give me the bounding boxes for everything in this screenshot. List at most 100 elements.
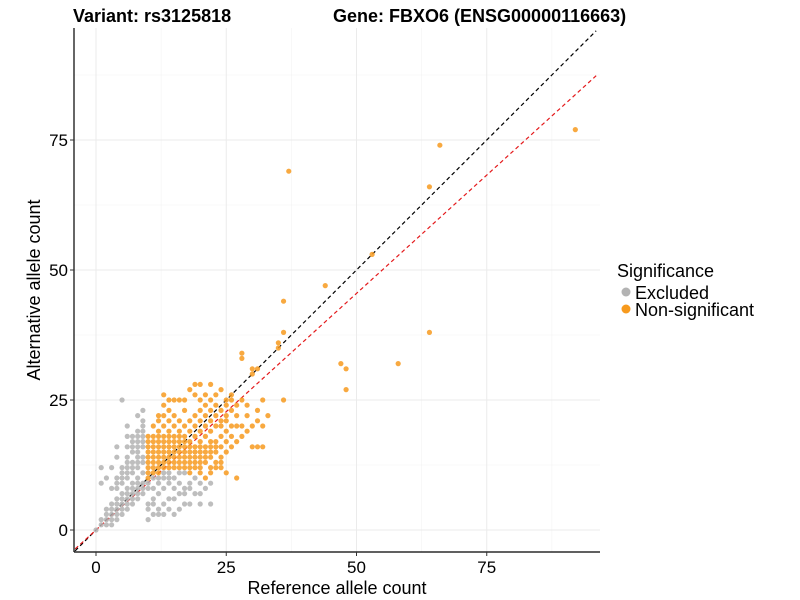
point-excluded (135, 428, 141, 434)
point-non-significant (202, 402, 209, 408)
point-excluded (155, 491, 162, 497)
point-non-significant (181, 407, 188, 413)
point-excluded (197, 491, 203, 497)
point-excluded (135, 433, 141, 439)
point-excluded (114, 511, 120, 517)
point-non-significant (260, 423, 266, 429)
point-non-significant (161, 449, 167, 455)
point-non-significant (166, 465, 172, 471)
point-non-significant (187, 470, 193, 476)
point-excluded (119, 470, 125, 476)
point-excluded (124, 485, 130, 491)
point-non-significant (228, 444, 235, 450)
point-non-significant (239, 433, 245, 439)
point-non-significant (187, 459, 193, 465)
point-non-significant (234, 402, 240, 408)
point-non-significant (208, 397, 214, 403)
point-non-significant (155, 418, 162, 424)
point-non-significant (244, 413, 250, 419)
point-excluded (124, 470, 130, 476)
point-non-significant (249, 371, 255, 377)
point-excluded (140, 480, 146, 486)
point-non-significant (343, 387, 349, 393)
point-non-significant (343, 366, 349, 372)
point-excluded (187, 480, 193, 486)
point-non-significant (197, 439, 203, 445)
point-excluded (140, 454, 146, 460)
point-non-significant (192, 413, 198, 419)
point-excluded (135, 449, 141, 455)
point-non-significant (161, 439, 167, 445)
point-non-significant (202, 449, 209, 455)
point-non-significant (208, 470, 214, 476)
x-tick-label: 0 (91, 558, 100, 577)
point-excluded (129, 501, 136, 507)
point-non-significant (197, 444, 203, 450)
point-non-significant (145, 475, 151, 481)
point-non-significant (223, 402, 229, 408)
point-non-significant (208, 381, 214, 387)
point-excluded (114, 454, 120, 460)
point-excluded (166, 470, 172, 476)
point-non-significant (150, 454, 156, 460)
point-non-significant (171, 397, 177, 403)
point-excluded (124, 444, 130, 450)
legend-label-non-significant: Non-significant (635, 300, 754, 320)
point-non-significant (150, 470, 156, 476)
point-non-significant (208, 454, 214, 460)
point-non-significant (213, 392, 219, 398)
point-non-significant (176, 449, 182, 455)
point-excluded (145, 485, 151, 491)
point-excluded (98, 480, 104, 486)
point-excluded (140, 491, 146, 497)
point-non-significant (234, 475, 240, 481)
point-non-significant (181, 444, 188, 450)
point-non-significant (187, 428, 193, 434)
point-excluded (176, 480, 182, 486)
point-non-significant (218, 387, 224, 393)
point-non-significant (197, 381, 203, 387)
point-excluded (135, 413, 141, 419)
point-non-significant (166, 428, 172, 434)
point-non-significant (161, 465, 167, 471)
point-non-significant (202, 433, 209, 439)
point-non-significant (192, 459, 198, 465)
x-tick-label: 25 (217, 558, 236, 577)
point-excluded (208, 501, 214, 507)
point-excluded (129, 480, 136, 486)
point-excluded (114, 475, 120, 481)
point-non-significant (155, 454, 162, 460)
point-non-significant (171, 444, 177, 450)
point-excluded (114, 485, 120, 491)
point-non-significant (239, 397, 245, 403)
legend-title: Significance (617, 261, 714, 281)
point-non-significant (249, 444, 255, 450)
grid-lines (74, 28, 600, 552)
point-excluded (129, 444, 136, 450)
point-excluded (145, 506, 151, 512)
point-non-significant (145, 459, 151, 465)
point-non-significant (202, 392, 209, 398)
point-non-significant (208, 449, 214, 455)
point-non-significant (338, 361, 344, 367)
point-non-significant (208, 418, 214, 424)
point-non-significant (223, 470, 229, 476)
point-non-significant (150, 449, 156, 455)
point-excluded (109, 485, 115, 491)
chart-title-variant: Variant: rs3125818 (73, 6, 231, 26)
point-non-significant (254, 418, 261, 424)
point-non-significant (150, 444, 156, 450)
point-excluded (119, 501, 125, 507)
point-excluded (135, 480, 141, 486)
point-non-significant (150, 423, 156, 429)
point-non-significant (208, 428, 214, 434)
point-non-significant (572, 127, 578, 133)
point-excluded (103, 517, 110, 523)
point-non-significant (254, 366, 261, 372)
point-non-significant (155, 470, 162, 476)
point-excluded (129, 449, 136, 455)
point-excluded (176, 470, 182, 476)
point-excluded (98, 517, 104, 523)
point-excluded (155, 475, 162, 481)
point-non-significant (161, 433, 167, 439)
